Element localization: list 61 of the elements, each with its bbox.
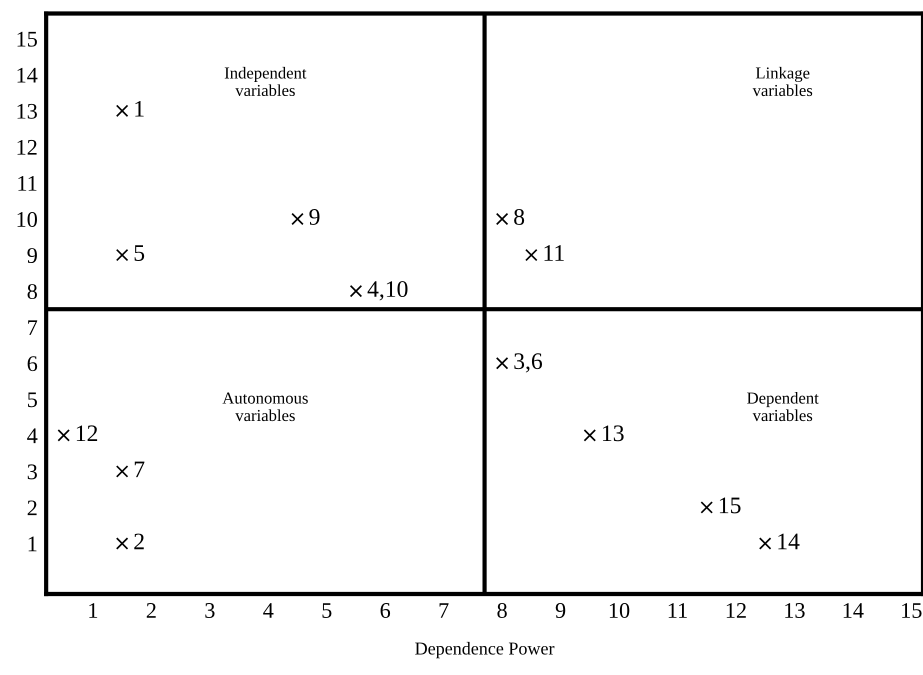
point xyxy=(291,212,304,226)
y-tick-label: 4 xyxy=(27,428,38,444)
y-tick-label: 1 xyxy=(28,536,36,552)
x-tick-label: 11 xyxy=(668,603,687,618)
y-tick-label: 12 xyxy=(18,140,37,155)
annotation: 12 xyxy=(76,425,98,442)
x-tick-label: 8 xyxy=(497,602,507,618)
x-axis-title: Dependence Power xyxy=(415,642,554,658)
point xyxy=(116,104,128,118)
annotation: 13 xyxy=(602,425,624,442)
point xyxy=(758,537,772,550)
x-tick-label: 12 xyxy=(726,603,746,618)
annotation: 11 xyxy=(544,245,564,261)
annotation: Independent variables xyxy=(224,66,306,96)
x-tick-label: 10 xyxy=(610,602,630,618)
x-tick-label: 2 xyxy=(146,603,156,618)
x-tick-label: 14 xyxy=(844,603,864,618)
annotation: 7 xyxy=(134,462,144,478)
annotation: 14 xyxy=(778,534,800,550)
y-tick-label: 15 xyxy=(18,32,37,47)
x-tick-label: 9 xyxy=(556,603,566,618)
y-tick-label: 5 xyxy=(28,392,37,408)
x-tick-label: 6 xyxy=(380,603,390,618)
annotation: 5 xyxy=(134,245,144,261)
y-tick-label: 2 xyxy=(28,500,37,516)
x-tick-label: 1 xyxy=(89,603,98,618)
point xyxy=(116,248,128,262)
annotation: 9 xyxy=(309,209,320,225)
annotation: 2 xyxy=(134,534,144,550)
point xyxy=(57,429,70,442)
annotation: 8 xyxy=(514,208,524,225)
y-tick-label: 3 xyxy=(28,464,37,480)
point xyxy=(116,537,128,550)
annotation: Linkage variables xyxy=(752,66,812,96)
y-tick-label: 13 xyxy=(18,104,37,119)
annotation: 15 xyxy=(720,498,741,514)
x-tick-label: 3 xyxy=(205,603,215,618)
annotation: 1 xyxy=(135,100,144,117)
x-tick-label: 15 xyxy=(902,603,922,618)
point xyxy=(496,357,508,370)
x-tick-label: 5 xyxy=(322,603,332,618)
annotation: 4,10 xyxy=(368,281,408,300)
x-tick-label: 7 xyxy=(440,603,449,618)
annotation: Autonomous variables xyxy=(222,392,308,422)
y-tick-label: 6 xyxy=(28,356,38,372)
y-tick-label: 9 xyxy=(27,248,37,264)
point xyxy=(496,212,508,226)
x-tick-label: 13 xyxy=(785,603,805,618)
point xyxy=(350,284,362,298)
x-tick-label: 4 xyxy=(263,603,274,618)
point xyxy=(116,465,128,478)
point xyxy=(700,501,713,514)
y-tick-label: 11 xyxy=(18,176,36,191)
y-tick-label: 10 xyxy=(18,212,37,227)
y-tick-label: 8 xyxy=(28,284,37,300)
point xyxy=(525,248,538,262)
y-tick-label: 7 xyxy=(28,320,38,335)
annotation: 3,6 xyxy=(514,353,542,373)
point xyxy=(584,429,596,442)
annotation: Dependent variables xyxy=(747,392,819,422)
y-tick-label: 14 xyxy=(18,68,38,83)
